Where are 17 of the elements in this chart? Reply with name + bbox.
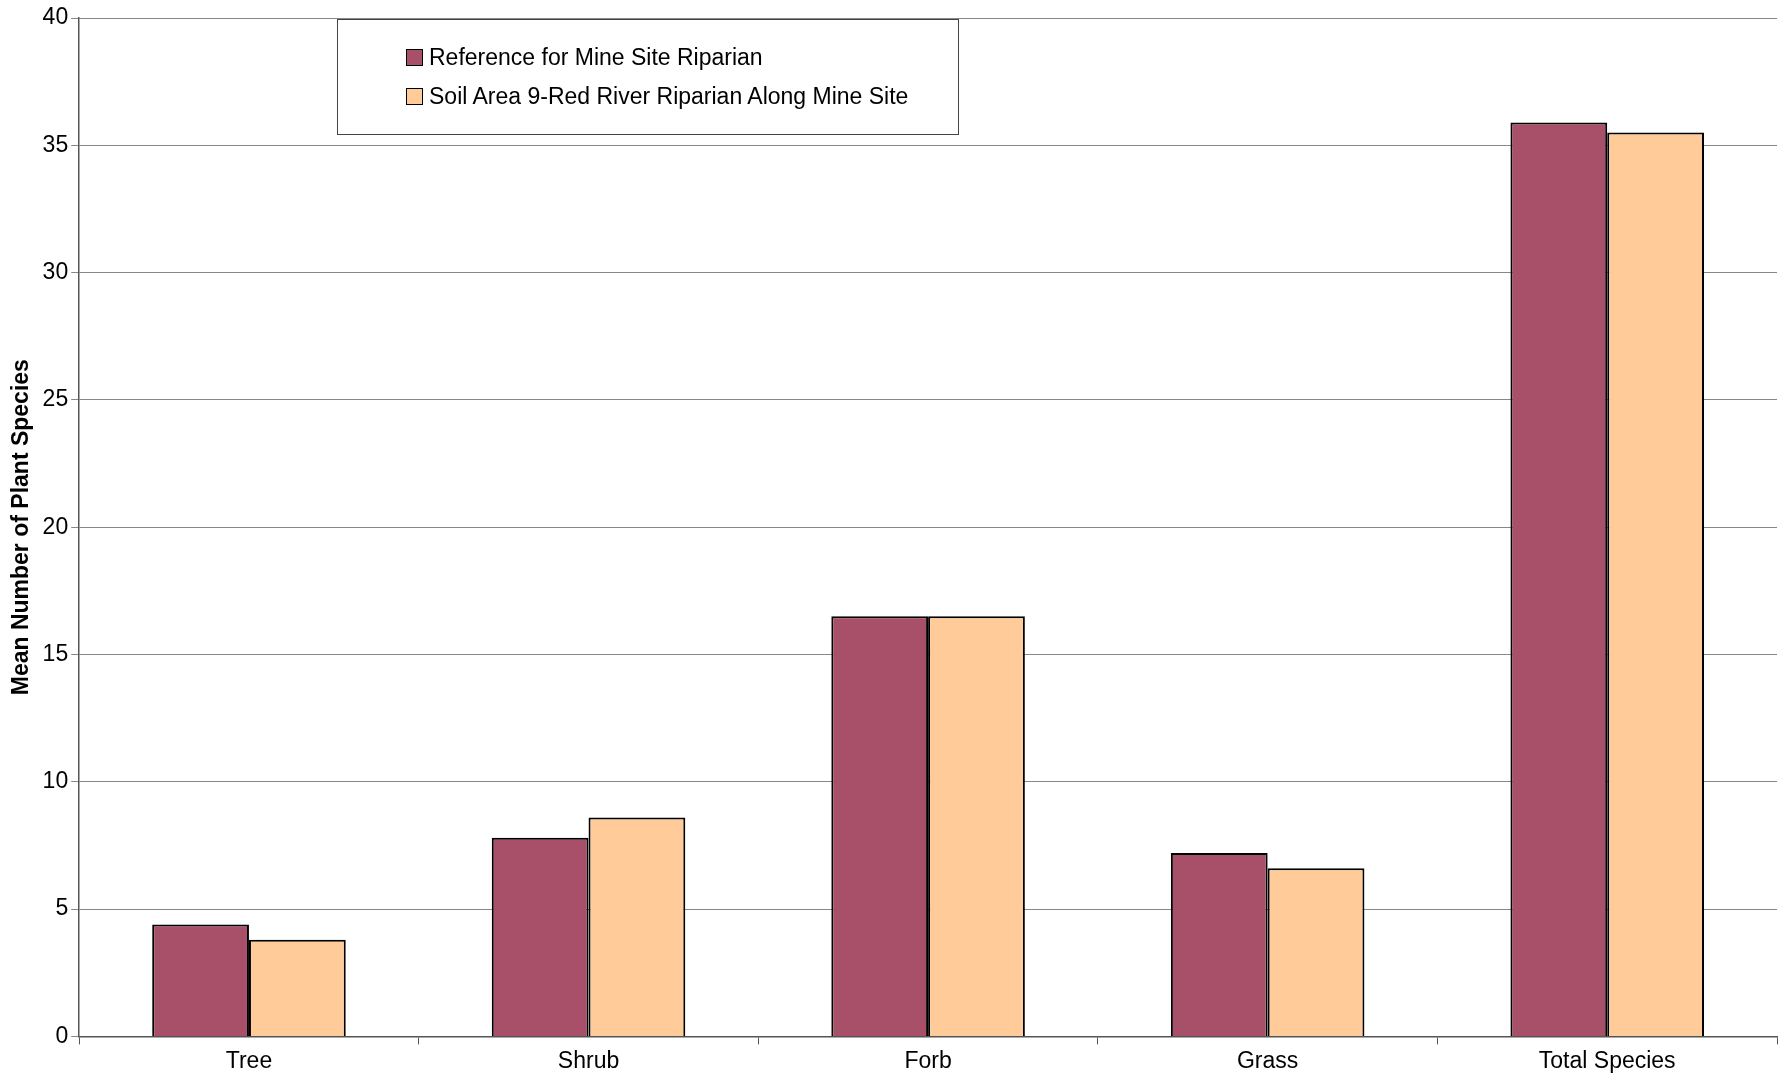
y-axis-title: Mean Number of Plant Species [7,359,34,696]
y-tick-label: 20 [42,512,69,539]
y-tick-label: 30 [42,257,69,284]
y-tick-label: 25 [42,385,69,412]
x-tick-label: Total Species [1538,1046,1676,1073]
y-tick-label: 5 [55,894,69,921]
y-tick-label: 40 [42,3,69,30]
x-tick-label: Tree [225,1046,273,1073]
y-tick-label: 35 [42,130,69,157]
y-tick-label: 15 [42,639,69,666]
x-tick-label: Shrub [557,1046,620,1073]
x-tick-label: Grass [1236,1046,1299,1073]
legend-label: Soil Area 9-Red River Riparian Along Mine Site [429,83,909,110]
legend-label: Reference for Mine Site Riparian [429,44,763,71]
y-tick-label: 10 [42,767,69,794]
y-tick-label: 0 [55,1021,69,1048]
x-tick-label: Forb [904,1046,952,1073]
